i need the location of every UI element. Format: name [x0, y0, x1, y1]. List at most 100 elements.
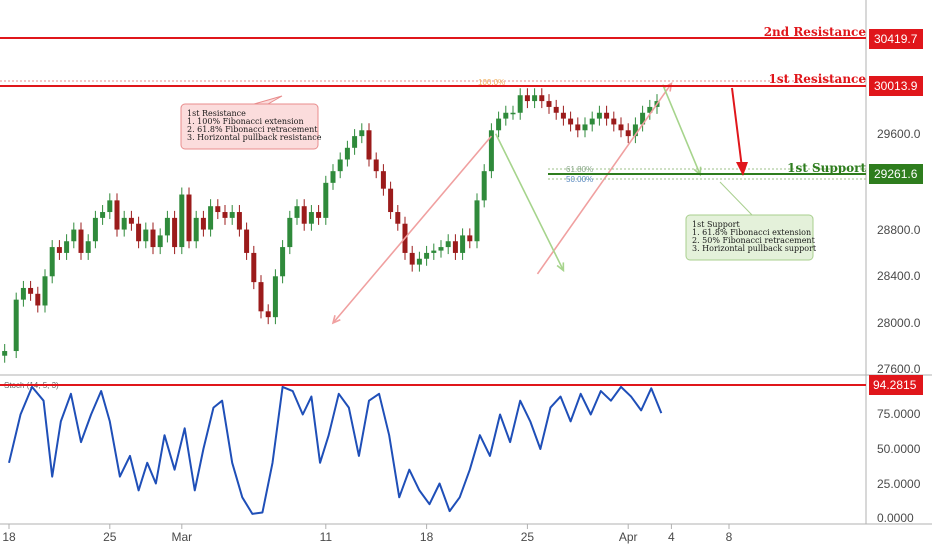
candle-body [49, 247, 55, 277]
fib-100-label: 100.0% [478, 78, 505, 87]
candle-body [85, 241, 91, 253]
candle-body [92, 217, 98, 242]
candle-body [488, 130, 494, 172]
svg-text:29261.6: 29261.6 [874, 167, 918, 181]
price-tick: 27600.0 [877, 362, 921, 376]
time-tick-label: 18 [2, 530, 16, 544]
candle-body [128, 217, 134, 224]
candle-body [150, 229, 156, 248]
candle-body [301, 206, 307, 224]
candle-body [179, 194, 185, 248]
candle-body [13, 299, 19, 352]
fib-618-label: 61.80% [566, 165, 593, 174]
candle-body [316, 212, 322, 218]
support-note-line-3: 3. Horizontal pullback support [692, 244, 817, 253]
candle-body [222, 212, 228, 218]
wave-correction-1 [495, 133, 565, 271]
price-tick: 29600.0 [877, 127, 921, 141]
candle-body [330, 171, 336, 183]
candle-body [337, 159, 343, 172]
stoch-series [8, 385, 663, 515]
candle-body [416, 258, 422, 265]
candle-body [143, 229, 149, 242]
stoch-axis: 75.0000 50.0000 25.0000 0.0000 [877, 407, 921, 525]
candle-body [308, 212, 314, 224]
candle-body [582, 124, 588, 131]
wave-correction-2 [662, 84, 701, 175]
price-tick: 28000.0 [877, 316, 921, 330]
support-note: 1st Support 1. 61.8% Fibonacci extension… [685, 181, 817, 261]
first-support-label: 1st Support [787, 161, 866, 175]
price-axis: 29600.0 28800.0 28400.0 28000.0 27600.0 [877, 127, 921, 376]
candle-body [200, 217, 206, 230]
time-tick-label: 18 [420, 530, 434, 544]
candle-body [265, 311, 271, 318]
resistance-note-line-3: 3. Horizontal pullback resistance [187, 133, 322, 142]
candle-body [424, 252, 430, 259]
svg-text:30419.7: 30419.7 [874, 32, 918, 46]
time-tick-label: 25 [521, 530, 535, 544]
support-note-line-1: 1. 61.8% Fibonacci extension [692, 228, 811, 237]
candle-body [229, 212, 235, 218]
candle-body [474, 200, 480, 242]
candle-body [121, 217, 127, 230]
forecast-arrow [731, 87, 748, 176]
candle-body [553, 106, 559, 113]
time-tick-label: 25 [103, 530, 117, 544]
candle-body [344, 147, 350, 160]
svg-text:94.2815: 94.2815 [873, 378, 917, 392]
candle-body [157, 235, 163, 248]
candle-body [467, 235, 473, 242]
support-note-line-2: 2. 50% Fibonacci retracement [692, 236, 816, 245]
candle-body [56, 247, 62, 253]
candle-body [294, 206, 300, 218]
candle-body [532, 95, 538, 102]
candle-body [589, 118, 595, 125]
price-tag-support1: 29261.6 [869, 164, 923, 184]
candle-body [496, 118, 502, 131]
candle-body [481, 171, 487, 201]
candle-body [359, 130, 365, 137]
candle-body [323, 182, 329, 218]
time-tick-label: 4 [668, 530, 675, 544]
time-tick-label: Apr [619, 530, 638, 544]
candle-body [546, 101, 552, 107]
candle-body [236, 212, 242, 230]
candle-body [517, 95, 523, 113]
candle-body [640, 112, 646, 125]
resistance-note-line-1: 1. 100% Fibonacci extension [187, 117, 304, 126]
candle-body [208, 206, 214, 230]
candle-body [431, 250, 437, 253]
candle-body [78, 229, 84, 253]
stoch-tick: 75.0000 [877, 407, 921, 421]
candle-body [114, 200, 120, 230]
candle-body [380, 171, 386, 189]
candle-body [107, 200, 113, 213]
candle-body [604, 112, 610, 119]
stoch-tick: 50.0000 [877, 442, 921, 456]
wave-impulse-up-1-head [331, 315, 341, 325]
candle-body [352, 136, 358, 148]
candle-body [136, 223, 142, 242]
price-tag-resistance2: 30419.7 [869, 29, 923, 49]
candle-body [445, 241, 451, 248]
stoch-tag: 94.2815 [869, 375, 923, 395]
stoch-tick: 25.0000 [877, 477, 921, 491]
candle-body [28, 287, 34, 294]
candle-body [172, 217, 178, 248]
candle-body [539, 95, 545, 102]
candle-body [186, 194, 192, 242]
candle-body [280, 247, 286, 277]
candle-body [2, 351, 8, 356]
candle-body [164, 217, 170, 236]
time-axis: 18 25 Mar 11 18 25 Apr 4 8 [2, 524, 733, 544]
price-tick: 28800.0 [877, 223, 921, 237]
candle-body [503, 112, 509, 119]
candle-body [388, 188, 394, 213]
resistance-note-title: 1st Resistance [187, 109, 246, 118]
time-tick-label: 11 [320, 530, 333, 544]
candle-body [42, 276, 48, 306]
candle-body [20, 287, 26, 300]
price-tag-resistance1: 30013.9 [869, 76, 923, 96]
